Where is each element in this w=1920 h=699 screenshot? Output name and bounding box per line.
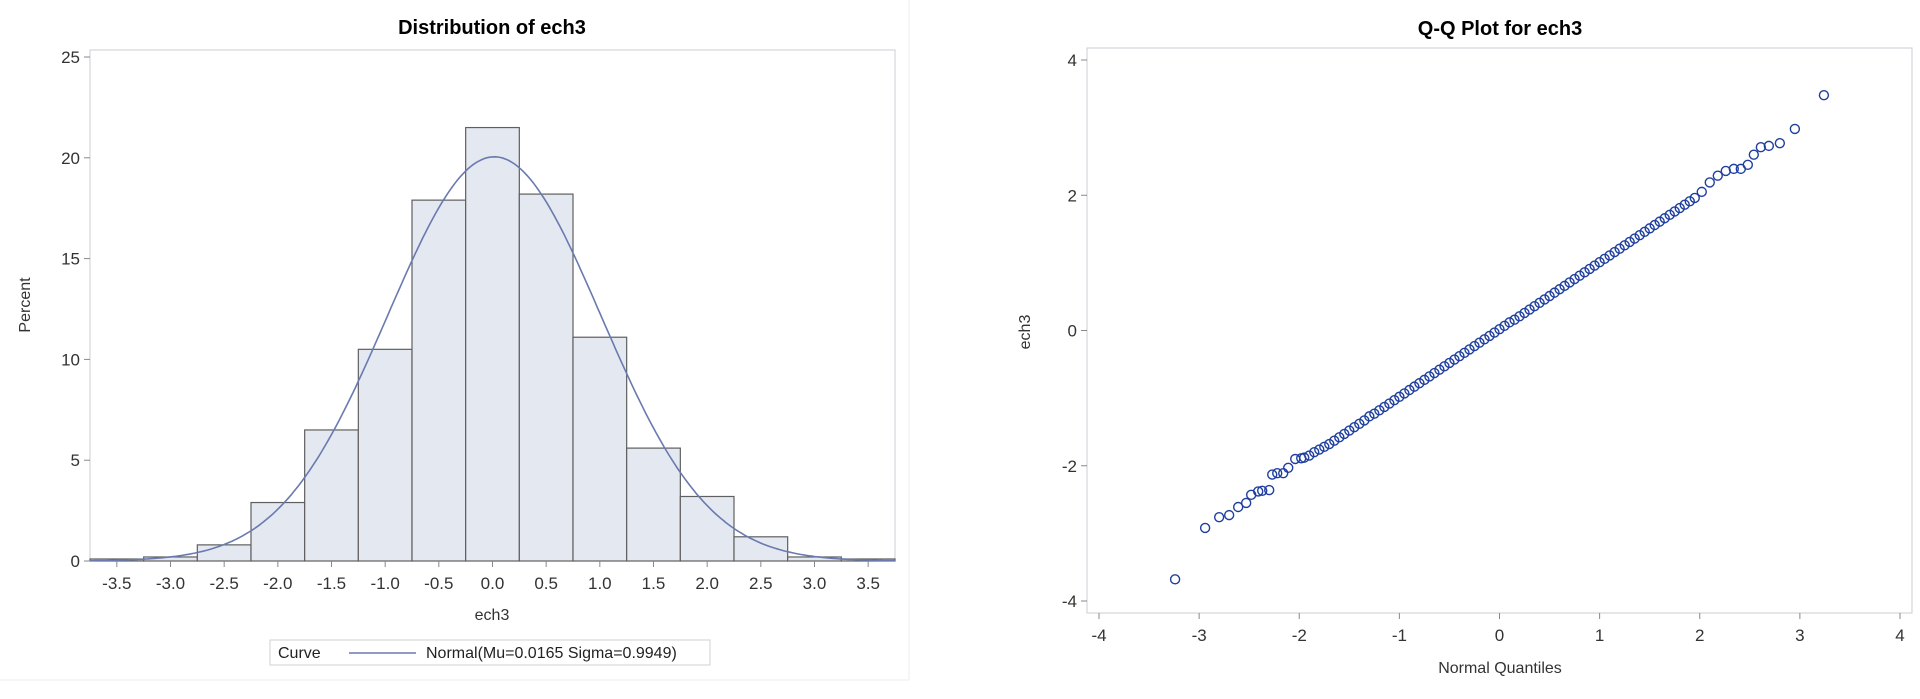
qq-point: [1755, 142, 1767, 153]
histogram-chart: Distribution of ech3 0 5 10 15 20 25 -3.5 -3.0…: [17, 17, 896, 666]
qq-point: [1299, 452, 1310, 463]
qq-point: [1319, 441, 1330, 453]
histogram-bar: [626, 447, 681, 562]
histogram-bar: [196, 544, 252, 562]
histogram-bar: [411, 199, 467, 562]
qq-point: [1704, 177, 1715, 188]
y-tick-label: 20: [61, 149, 80, 168]
qq-point: [1257, 485, 1268, 496]
legend-box: [269, 639, 711, 666]
y-tick-label: 4: [1068, 51, 1077, 70]
histogram-x-axis-label: ech3: [475, 607, 510, 624]
qq-point: [1789, 123, 1801, 135]
x-tick-label: -1.0: [371, 574, 400, 593]
histogram-bar: [250, 501, 306, 562]
qq-point: [1364, 411, 1375, 422]
x-tick-label: 2: [1695, 626, 1704, 645]
qq-point: [1232, 501, 1244, 513]
x-tick-label: 0.5: [534, 574, 558, 593]
qq-plot-frame: [1086, 47, 1913, 614]
x-tick-label: 3.5: [856, 574, 880, 593]
y-tick-label: 2: [1068, 186, 1077, 205]
histogram-title: Distribution of ech3: [398, 17, 586, 39]
y-tick-label: 15: [61, 250, 80, 269]
qq-point: [1199, 522, 1211, 534]
y-tick-label: 5: [71, 451, 80, 470]
qq-point: [1223, 509, 1235, 521]
x-tick-label: -3.0: [156, 574, 185, 593]
x-tick-label: 3: [1795, 626, 1804, 645]
x-tick-label: 1: [1595, 626, 1604, 645]
x-tick-label: -0.5: [424, 574, 453, 593]
qq-point: [1169, 574, 1181, 585]
qq-point: [1272, 467, 1283, 479]
x-tick-label: -2.5: [210, 574, 239, 593]
qq-point: [1728, 163, 1739, 175]
x-tick-label: -1: [1392, 626, 1407, 645]
x-tick-label: -4: [1091, 626, 1106, 645]
qq-point: [1309, 447, 1320, 458]
x-tick-label: -1.5: [317, 574, 346, 593]
qq-point: [1252, 486, 1264, 497]
qq-point: [1283, 462, 1294, 473]
y-tick-label: 10: [61, 350, 80, 369]
qq-point: [1763, 140, 1775, 152]
qq-point: [1696, 186, 1707, 198]
histogram-y-axis-label: Percent: [17, 277, 34, 333]
qq-point: [1213, 511, 1225, 523]
x-tick-label: -2: [1292, 626, 1307, 645]
qq-plot-title: Q-Q Plot for ech3: [1418, 18, 1582, 40]
x-tick-label: 1.5: [642, 574, 666, 593]
x-tick-label: 3.0: [803, 574, 827, 593]
x-tick-label: 2.5: [749, 574, 773, 593]
qq-point: [1742, 159, 1754, 171]
qq-point: [1264, 484, 1275, 496]
qq-point: [1267, 469, 1278, 480]
qq-point: [1712, 170, 1723, 181]
qq-point: [1818, 89, 1830, 101]
qq-point: [1314, 444, 1325, 455]
histogram-bar: [357, 348, 413, 562]
histogram-bar: [518, 193, 574, 562]
y-tick-label: -4: [1062, 592, 1077, 611]
x-tick-label: 4: [1895, 626, 1904, 645]
histogram-legend: Curve Normal(Mu=0.0165 Sigma=0.9949): [269, 639, 711, 666]
qq-point: [1774, 137, 1786, 149]
x-tick-label: 2.0: [695, 574, 719, 593]
qq-point: [1240, 497, 1252, 509]
legend-entry: Normal(Mu=0.0165 Sigma=0.9949): [426, 645, 677, 662]
y-tick-label: 0: [1068, 322, 1077, 341]
qq-point: [1689, 192, 1700, 204]
x-tick-label: -3: [1192, 626, 1207, 645]
x-tick-label: 0.0: [481, 574, 505, 593]
y-tick-label: 0: [71, 552, 80, 571]
histogram-bar: [572, 336, 628, 562]
x-tick-label: -2.0: [263, 574, 292, 593]
y-tick-label: 25: [61, 48, 80, 67]
histogram-bar: [465, 126, 520, 562]
normal-curve: [90, 155, 895, 562]
qq-y-axis-label: ech3: [1017, 315, 1034, 350]
qq-point: [1748, 149, 1760, 160]
legend-title: Curve: [278, 645, 321, 662]
histogram-bar: [304, 429, 359, 562]
x-tick-label: -3.5: [102, 574, 131, 593]
y-tick-label: -2: [1062, 457, 1077, 476]
qq-x-axis-label: Normal Quantiles: [1438, 660, 1562, 677]
x-tick-label: 0: [1495, 626, 1504, 645]
qq-point: [1504, 317, 1515, 328]
x-tick-label: 1.0: [588, 574, 612, 593]
